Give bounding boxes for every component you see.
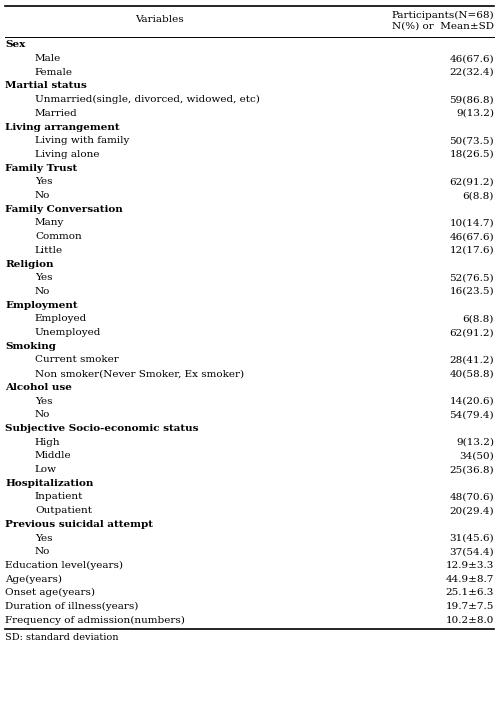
Text: SD: standard deviation: SD: standard deviation [5, 633, 118, 642]
Text: 46(67.6): 46(67.6) [450, 54, 494, 63]
Text: Sex: Sex [5, 40, 25, 50]
Text: 62(91.2): 62(91.2) [450, 328, 494, 337]
Text: Married: Married [35, 109, 78, 118]
Text: Non smoker(Never Smoker, Ex smoker): Non smoker(Never Smoker, Ex smoker) [35, 369, 244, 378]
Text: 40(58.8): 40(58.8) [450, 369, 494, 378]
Text: 34(50): 34(50) [459, 452, 494, 460]
Text: Family Conversation: Family Conversation [5, 204, 123, 214]
Text: Common: Common [35, 232, 82, 241]
Text: 9(13.2): 9(13.2) [456, 437, 494, 447]
Text: 37(54.4): 37(54.4) [450, 547, 494, 556]
Text: Living with family: Living with family [35, 136, 129, 146]
Text: 62(91.2): 62(91.2) [450, 178, 494, 186]
Text: Subjective Socio-economic status: Subjective Socio-economic status [5, 424, 199, 433]
Text: N(%) or  Mean±SD: N(%) or Mean±SD [392, 21, 494, 31]
Text: 12(17.6): 12(17.6) [450, 246, 494, 255]
Text: 28(41.2): 28(41.2) [450, 356, 494, 364]
Text: Yes: Yes [35, 397, 52, 405]
Text: Family Trust: Family Trust [5, 163, 77, 173]
Text: Middle: Middle [35, 452, 71, 460]
Text: 54(79.4): 54(79.4) [450, 410, 494, 419]
Text: 22(32.4): 22(32.4) [450, 67, 494, 77]
Text: 20(29.4): 20(29.4) [450, 506, 494, 515]
Text: Low: Low [35, 465, 57, 474]
Text: Smoking: Smoking [5, 342, 56, 351]
Text: 14(20.6): 14(20.6) [450, 397, 494, 405]
Text: Yes: Yes [35, 533, 52, 542]
Text: 52(76.5): 52(76.5) [450, 273, 494, 283]
Text: Age(years): Age(years) [5, 574, 62, 584]
Text: Religion: Religion [5, 260, 53, 268]
Text: Current smoker: Current smoker [35, 356, 119, 364]
Text: Onset age(years): Onset age(years) [5, 589, 95, 597]
Text: Inpatient: Inpatient [35, 493, 83, 501]
Text: Employment: Employment [5, 300, 78, 310]
Text: 6(8.8): 6(8.8) [463, 191, 494, 200]
Text: Duration of illness(years): Duration of illness(years) [5, 602, 138, 611]
Text: No: No [35, 410, 50, 419]
Text: 31(45.6): 31(45.6) [450, 533, 494, 542]
Text: 25.1±6.3: 25.1±6.3 [446, 589, 494, 597]
Text: 25(36.8): 25(36.8) [450, 465, 494, 474]
Text: Many: Many [35, 219, 64, 227]
Text: High: High [35, 437, 60, 447]
Text: 16(23.5): 16(23.5) [450, 287, 494, 296]
Text: 48(70.6): 48(70.6) [450, 493, 494, 501]
Text: Education level(years): Education level(years) [5, 561, 123, 570]
Text: No: No [35, 287, 50, 296]
Text: Outpatient: Outpatient [35, 506, 92, 515]
Text: 6(8.8): 6(8.8) [463, 315, 494, 323]
Text: No: No [35, 191, 50, 200]
Text: Yes: Yes [35, 273, 52, 283]
Text: 10(14.7): 10(14.7) [450, 219, 494, 227]
Text: Living alone: Living alone [35, 150, 99, 159]
Text: 18(26.5): 18(26.5) [450, 150, 494, 159]
Text: 19.7±7.5: 19.7±7.5 [446, 602, 494, 611]
Text: Employed: Employed [35, 315, 87, 323]
Text: 10.2±8.0: 10.2±8.0 [446, 616, 494, 625]
Text: 44.9±8.7: 44.9±8.7 [446, 574, 494, 584]
Text: Variables: Variables [135, 14, 184, 23]
Text: Unemployed: Unemployed [35, 328, 101, 337]
Text: 46(67.6): 46(67.6) [450, 232, 494, 241]
Text: 50(73.5): 50(73.5) [450, 136, 494, 146]
Text: Female: Female [35, 67, 73, 77]
Text: Yes: Yes [35, 178, 52, 186]
Text: Participants(N=68): Participants(N=68) [391, 11, 494, 20]
Text: 9(13.2): 9(13.2) [456, 109, 494, 118]
Text: Frequency of admission(numbers): Frequency of admission(numbers) [5, 616, 185, 625]
Text: Living arrangement: Living arrangement [5, 123, 120, 131]
Text: Martial status: Martial status [5, 82, 87, 90]
Text: Unmarried(single, divorced, widowed, etc): Unmarried(single, divorced, widowed, etc… [35, 95, 260, 104]
Text: Male: Male [35, 54, 61, 63]
Text: Alcohol use: Alcohol use [5, 383, 72, 392]
Text: 12.9±3.3: 12.9±3.3 [446, 561, 494, 570]
Text: Previous suicidal attempt: Previous suicidal attempt [5, 520, 153, 529]
Text: No: No [35, 547, 50, 556]
Text: 59(86.8): 59(86.8) [450, 95, 494, 104]
Text: Little: Little [35, 246, 63, 255]
Text: Hospitalization: Hospitalization [5, 479, 93, 488]
